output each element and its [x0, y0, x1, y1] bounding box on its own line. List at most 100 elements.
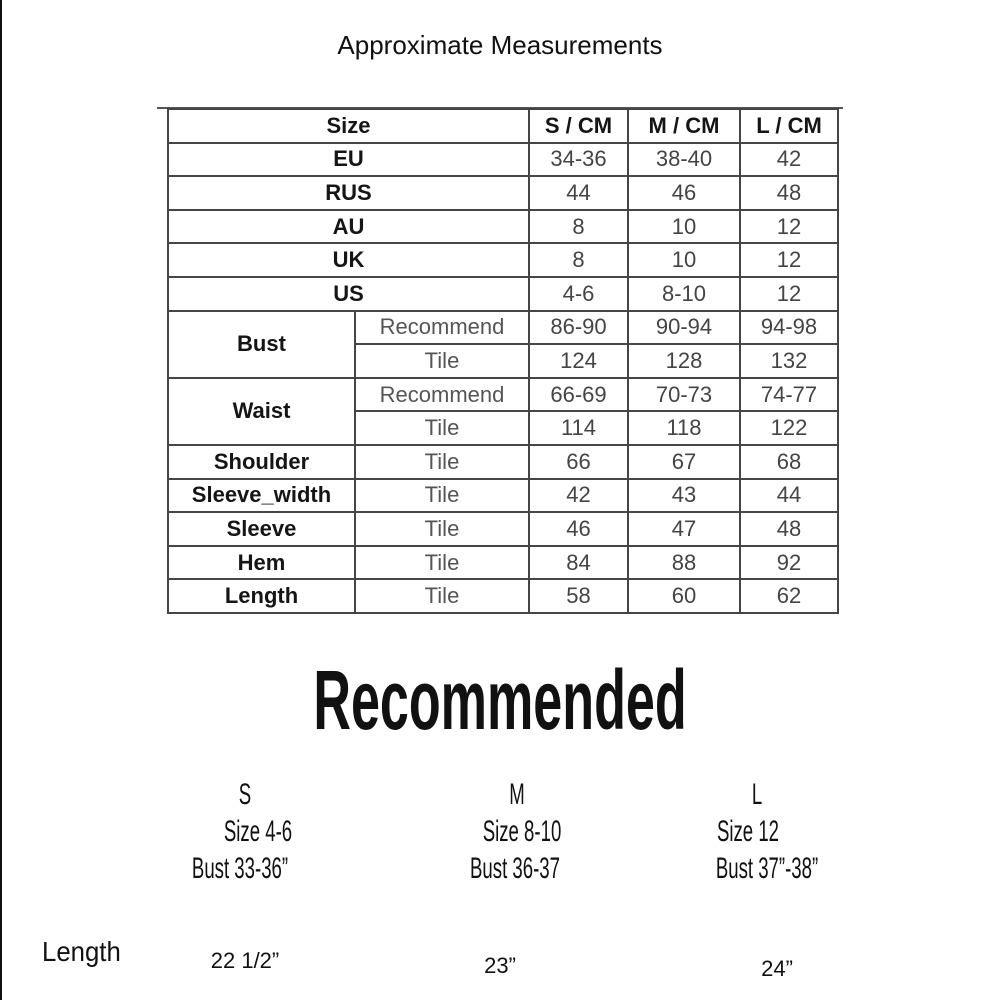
table-row: Sleeve Tile 46 47 48 — [167, 511, 839, 547]
table-row: Waist Recommend 66-69 70-73 74-77 — [167, 376, 839, 446]
row-label: Waist — [167, 376, 356, 446]
size-range-s: Size 4-6 — [223, 815, 293, 848]
row-sublabel: Recommend — [354, 309, 530, 346]
row-sublabel: Recommend — [354, 376, 530, 413]
row-label: Length — [167, 578, 356, 614]
size-chart-table: Size S / CM M / CM L / CM EU 34-36 38-40 42 RUS 4… — [167, 108, 839, 614]
table-cell: 43 — [627, 477, 741, 514]
table-cell: 44 — [739, 477, 839, 514]
table-cell: 38-40 — [627, 141, 741, 178]
row-label: UK — [167, 242, 530, 278]
row-label: Hem — [167, 544, 356, 581]
table-cell: 46 — [627, 175, 741, 211]
size-range-m: Size 8-10 — [482, 815, 562, 848]
table-cell: 47 — [627, 511, 741, 547]
table-row: Tile 124 128 132 — [168, 343, 839, 379]
bust-l: Bust 37”-38” — [715, 852, 819, 885]
header-size-label: Size — [167, 108, 530, 144]
size-letter-l: L — [751, 778, 763, 811]
row-label: Sleeve — [167, 511, 356, 547]
table-cell: 118 — [627, 410, 741, 446]
row-label: AU — [167, 208, 530, 245]
size-range-l: Size 12 — [716, 815, 780, 848]
header-column: M / CM — [627, 108, 741, 144]
row-sublabel: Tile — [354, 410, 530, 446]
recommended-heading: Recommended — [313, 653, 687, 747]
table-cell: 48 — [739, 511, 839, 547]
table-cell: 66 — [528, 443, 629, 480]
table-cell: 66-69 — [528, 376, 629, 413]
table-cell: 70-73 — [627, 376, 741, 413]
header-column: S / CM — [528, 108, 629, 144]
bust-s: Bust 33-36” — [191, 852, 289, 885]
size-letter-m: M — [509, 778, 525, 811]
table-cell: 4-6 — [528, 275, 629, 312]
table-header-row: Size S / CM M / CM L / CM — [167, 108, 839, 144]
table-row: Shoulder Tile 66 67 68 — [167, 443, 839, 480]
divider — [157, 107, 843, 109]
left-border-line — [0, 0, 2, 1000]
table-row: AU 8 10 12 — [167, 208, 839, 245]
table-row: Bust Recommend 86-90 90-94 94-98 — [167, 309, 839, 379]
table-cell: 42 — [528, 477, 629, 514]
row-sublabel: Tile — [354, 578, 530, 614]
length-l: 24” — [761, 956, 793, 981]
size-letter-s: S — [238, 778, 252, 811]
table-cell: 48 — [739, 175, 839, 211]
header-column: L / CM — [739, 108, 839, 144]
table-row: EU 34-36 38-40 42 — [167, 141, 839, 178]
row-label: Sleeve_width — [167, 477, 356, 514]
table-cell: 42 — [739, 141, 839, 178]
bust-m: Bust 36-37 — [470, 852, 560, 885]
table-row: Hem Tile 84 88 92 — [167, 544, 839, 581]
length-s: 22 1/2” — [210, 948, 280, 973]
table-cell: 12 — [739, 275, 839, 312]
table-cell: 60 — [627, 578, 741, 614]
row-label: EU — [167, 141, 530, 178]
table-cell: 88 — [627, 544, 741, 581]
table-cell: 44 — [528, 175, 629, 211]
table-cell: 86-90 — [528, 309, 629, 346]
table-cell: 94-98 — [739, 309, 839, 346]
table-cell: 10 — [627, 242, 741, 278]
length-m: 23” — [484, 953, 516, 978]
table-row: Length Tile 58 60 62 — [167, 578, 839, 614]
length-label: Length — [42, 936, 121, 967]
row-label: Bust — [167, 309, 356, 379]
table-cell: 12 — [739, 242, 839, 278]
table-cell: 46 — [528, 511, 629, 547]
row-label: US — [167, 275, 530, 312]
row-label: RUS — [167, 175, 530, 211]
table-cell: 8 — [528, 242, 629, 278]
table-cell: 128 — [627, 343, 741, 379]
row-sublabel: Tile — [354, 544, 530, 581]
table-cell: 114 — [528, 410, 629, 446]
table-cell: 8 — [528, 208, 629, 245]
row-sublabel: Tile — [354, 343, 530, 379]
table-cell: 90-94 — [627, 309, 741, 346]
table-row: UK 8 10 12 — [167, 242, 839, 278]
table-cell: 10 — [627, 208, 741, 245]
table-cell: 62 — [739, 578, 839, 614]
table-cell: 58 — [528, 578, 629, 614]
table-row: RUS 44 46 48 — [167, 175, 839, 211]
table-cell: 12 — [739, 208, 839, 245]
row-sublabel: Tile — [354, 511, 530, 547]
table-cell: 84 — [528, 544, 629, 581]
table-cell: 8-10 — [627, 275, 741, 312]
page-title: Approximate Measurements — [337, 30, 663, 60]
table-row: Tile 114 118 122 — [168, 410, 839, 446]
row-sublabel: Tile — [354, 477, 530, 514]
table-row: Sleeve_width Tile 42 43 44 — [167, 477, 839, 514]
table-cell: 124 — [528, 343, 629, 379]
table-cell: 92 — [739, 544, 839, 581]
table-cell: 132 — [739, 343, 839, 379]
table-row: US 4-6 8-10 12 — [167, 275, 839, 312]
table-cell: 68 — [739, 443, 839, 480]
table-cell: 74-77 — [739, 376, 839, 413]
table-cell: 34-36 — [528, 141, 629, 178]
size-chart-image: Size S / CM M / CM L / CM EU 34-36 38-40 42 RUS 4… — [157, 104, 843, 636]
row-sublabel: Tile — [354, 443, 530, 480]
table-cell: 67 — [627, 443, 741, 480]
table-cell: 122 — [739, 410, 839, 446]
